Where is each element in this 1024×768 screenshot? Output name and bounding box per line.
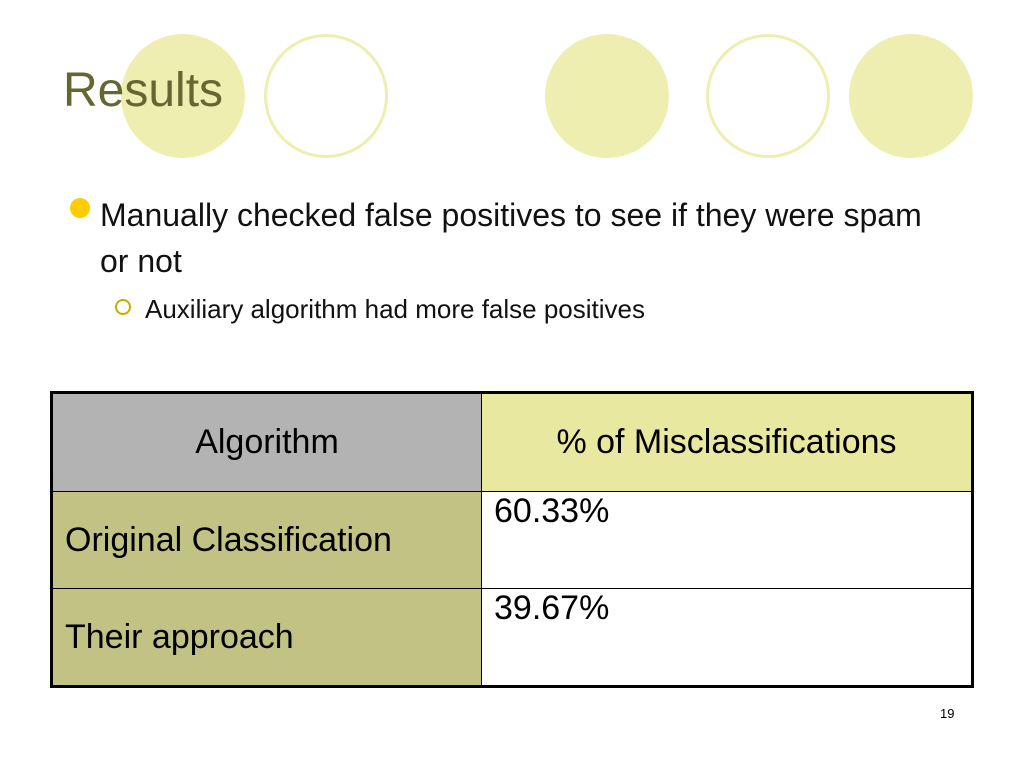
sub-bullet-ring-icon — [115, 299, 131, 315]
table-row: Original Classification 60.33% — [51, 491, 973, 589]
row-label-original: Original Classification — [51, 491, 482, 589]
decor-circle-filled — [545, 34, 669, 158]
decor-circle-filled — [121, 34, 245, 158]
table-row: Their approach 39.67% — [51, 588, 973, 687]
decor-circle-outline — [706, 34, 830, 158]
value-original: 60.33% — [481, 491, 973, 589]
header-misclassifications: % of Misclassifications — [481, 392, 973, 492]
bullet-dot-icon — [70, 198, 90, 218]
row-label-approach: Their approach — [51, 588, 482, 687]
header-algorithm: Algorithm — [51, 392, 482, 492]
value-approach: 39.67% — [481, 588, 973, 687]
table-header-row: Algorithm % of Misclassifications — [51, 392, 973, 492]
bullet-item: Manually checked false positives to see … — [70, 192, 950, 284]
slide-title: Results — [63, 64, 224, 117]
decor-circle-filled — [849, 34, 973, 158]
page-number: 19 — [940, 706, 955, 721]
sub-bullet-item: Auxiliary algorithm had more false posit… — [115, 294, 915, 324]
decor-circle-outline — [264, 34, 388, 158]
sub-bullet-text: Auxiliary algorithm had more false posit… — [145, 294, 645, 324]
bullet-text: Manually checked false positives to see … — [100, 197, 922, 279]
results-table: Algorithm % of Misclassifications Origin… — [50, 391, 974, 688]
